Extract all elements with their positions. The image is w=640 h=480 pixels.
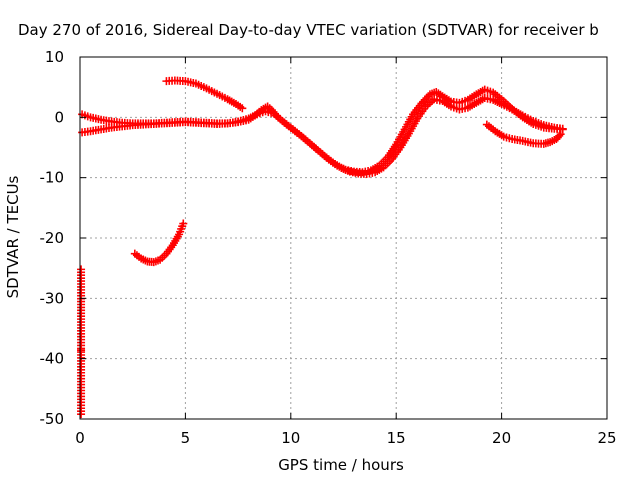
data-point (555, 131, 564, 140)
chart-title: Day 270 of 2016, Sidereal Day-to-day VTE… (18, 21, 599, 39)
x-tick-label: 0 (75, 429, 85, 447)
y-tick-label: -30 (40, 289, 65, 307)
grid-layer (80, 57, 607, 419)
x-tick-label: 10 (281, 429, 300, 447)
ticks-layer: 0 5 10 15 20 25 -50 -40 -30 -20 -10 0 10 (40, 48, 617, 447)
y-axis-label: SDTVAR / TECUs (4, 175, 22, 298)
y-tick-label: 0 (54, 108, 64, 126)
x-tick-label: 20 (492, 429, 511, 447)
y-tick-label: 10 (45, 48, 64, 66)
data-point (77, 410, 86, 419)
x-tick-label: 25 (597, 429, 616, 447)
data-point (556, 130, 565, 139)
x-tick-label: 5 (181, 429, 191, 447)
y-tick-label: -40 (40, 350, 65, 368)
x-tick-label: 15 (387, 429, 406, 447)
data-point (558, 124, 567, 133)
points-layer (77, 76, 567, 419)
y-tick-label: -20 (40, 229, 65, 247)
y-tick-label: -50 (40, 410, 65, 428)
data-point (238, 104, 247, 113)
x-axis-label: GPS time / hours (278, 456, 404, 474)
y-tick-label: -10 (40, 169, 65, 187)
data-point (179, 219, 188, 228)
